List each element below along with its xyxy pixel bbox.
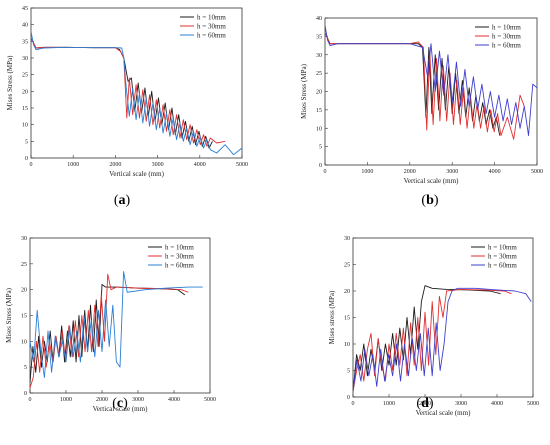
y-tick-label: 5 <box>319 145 322 151</box>
x-tick-label: 4000 <box>489 169 501 175</box>
x-axis-label: Vertical scale (mm) <box>404 177 459 185</box>
legend-label-3: h = 60mm <box>488 262 517 270</box>
y-tick-label: 15 <box>316 108 322 114</box>
y-tick-label: 15 <box>22 106 28 112</box>
series-line-3 <box>31 31 242 156</box>
x-tick-label: 1000 <box>67 162 79 168</box>
y-tick-label: 30 <box>22 56 28 62</box>
y-tick-label: 20 <box>316 90 322 96</box>
x-axis-label: Vertical scale (mm) <box>93 405 148 413</box>
plot-frame <box>30 7 243 159</box>
x-tick-label: 5000 <box>204 397 216 403</box>
x-tick-label: 1000 <box>60 397 72 403</box>
panel-caption: (d) <box>416 396 433 411</box>
x-tick-label: 5000 <box>527 401 539 407</box>
series-line-2 <box>325 32 525 140</box>
x-tick-label: 0 <box>29 397 32 403</box>
y-tick-label: 10 <box>344 342 350 348</box>
legend-label-1: h = 10mm <box>197 14 226 22</box>
y-tick-label: 25 <box>22 73 28 79</box>
y-tick-label: 0 <box>319 163 322 169</box>
y-tick-label: 15 <box>344 316 350 322</box>
series-line-2 <box>31 37 226 147</box>
x-axis-label: Vertical scale (mm) <box>109 170 164 178</box>
y-tick-label: 5 <box>347 369 350 375</box>
x-tick-label: 4000 <box>168 397 180 403</box>
x-tick-label: 0 <box>352 401 355 407</box>
panel-caption: (c) <box>112 396 128 411</box>
y-tick-label: 25 <box>344 263 350 269</box>
legend-label-2: h = 30mm <box>492 33 521 41</box>
series-line-1 <box>325 32 501 136</box>
y-tick-label: 20 <box>21 288 27 294</box>
legend-label-3: h = 60mm <box>165 262 194 270</box>
y-axis-label: Mises stress (MPa) <box>328 290 336 344</box>
legend-label-3: h = 60mm <box>197 32 226 40</box>
y-tick-label: 10 <box>316 126 322 132</box>
x-axis-label: Vertical scale (mm) <box>416 409 471 417</box>
legend-label-2: h = 30mm <box>165 253 194 261</box>
y-tick-label: 35 <box>316 34 322 40</box>
y-tick-label: 25 <box>316 71 322 77</box>
legend-label-2: h = 30mm <box>197 23 226 31</box>
chart-a: 0 1000 2000 3000 4000 5000 0 5 10 15 20 25 30 35 40 45 V… <box>6 6 248 208</box>
y-axis-label: Mises Stress (MPa) <box>6 55 14 111</box>
y-tick-label: 5 <box>24 365 27 371</box>
x-tick-label: 0 <box>324 169 327 175</box>
y-tick-label: 0 <box>24 391 27 397</box>
y-tick-label: 30 <box>21 236 27 242</box>
series-line-3 <box>325 25 537 137</box>
x-tick-label: 4000 <box>491 401 503 407</box>
series-line-2 <box>353 288 512 392</box>
series-line-2 <box>30 273 189 388</box>
legend-label-1: h = 10mm <box>492 24 521 32</box>
legend-label-2: h = 30mm <box>488 253 517 261</box>
chart-b: 0 1000 2000 3000 4000 5000 0 5 10 15 20 25 30 35 40 Ver… <box>300 16 543 208</box>
legend-label-3: h = 60mm <box>492 42 521 50</box>
x-tick-label: 3000 <box>152 162 164 168</box>
x-tick-label: 2000 <box>419 401 431 407</box>
y-axis-label: Mises Stress (MPa) <box>300 63 308 119</box>
y-tick-label: 10 <box>21 339 27 345</box>
y-tick-label: 30 <box>316 53 322 59</box>
y-tick-label: 0 <box>347 395 350 401</box>
x-tick-label: 1000 <box>361 169 373 175</box>
y-tick-label: 40 <box>316 16 322 22</box>
legend-label-1: h = 10mm <box>165 244 194 252</box>
y-tick-label: 0 <box>25 156 28 162</box>
x-tick-label: 3000 <box>132 397 144 403</box>
series-line-3 <box>30 271 203 378</box>
legend-label-1: h = 10mm <box>488 244 517 252</box>
chart-c: 0 1000 2000 3000 4000 5000 0 5 10 15 20 25 30 Vertica… <box>5 236 216 413</box>
y-axis-label: Mises Stress (MPa) <box>5 287 13 343</box>
x-tick-label: 4000 <box>194 162 206 168</box>
y-tick-label: 35 <box>22 39 28 45</box>
y-tick-label: 40 <box>22 23 28 29</box>
x-tick-label: 5000 <box>236 162 248 168</box>
x-tick-label: 5000 <box>531 169 543 175</box>
series-line-1 <box>30 284 186 383</box>
x-tick-label: 2000 <box>404 169 416 175</box>
panel-caption: (a) <box>114 193 131 208</box>
x-tick-label: 3000 <box>455 401 467 407</box>
x-tick-label: 2000 <box>109 162 121 168</box>
y-tick-label: 5 <box>25 139 28 145</box>
panel-caption: (b) <box>421 193 438 208</box>
x-tick-label: 3000 <box>446 169 458 175</box>
x-tick-label: 0 <box>30 162 33 168</box>
x-tick-label: 1000 <box>383 401 395 407</box>
y-tick-label: 30 <box>344 236 350 242</box>
y-tick-label: 25 <box>21 262 27 268</box>
y-tick-label: 20 <box>22 89 28 95</box>
y-tick-label: 45 <box>22 6 28 12</box>
y-tick-label: 10 <box>22 123 28 129</box>
x-tick-label: 2000 <box>96 397 108 403</box>
y-tick-label: 15 <box>21 314 27 320</box>
chart-d: 0 1000 2000 3000 4000 5000 0 5 10 15 20 25 30 Vertica… <box>328 236 539 417</box>
series-line-3 <box>353 287 532 392</box>
y-tick-label: 20 <box>344 289 350 295</box>
